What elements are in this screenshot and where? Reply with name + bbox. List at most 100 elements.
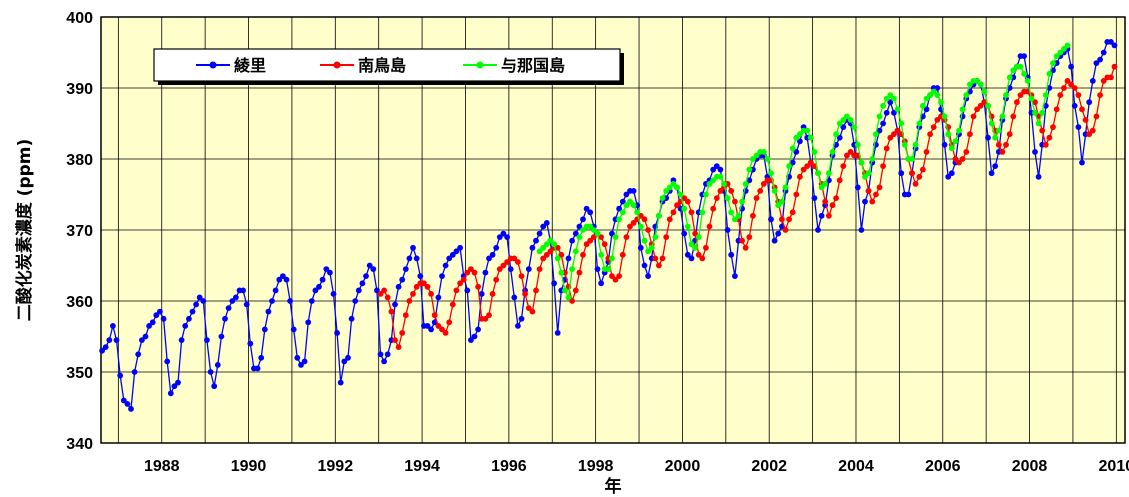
data-point-ryori	[637, 244, 644, 251]
data-point-ryori	[797, 138, 803, 145]
data-point-minamitorishima	[1079, 106, 1085, 113]
data-point-minamitorishima	[692, 230, 698, 237]
data-point-ryori	[117, 372, 124, 379]
data-point-minamitorishima	[453, 287, 460, 294]
data-point-yonagunijima	[1061, 46, 1067, 52]
data-point-ryori	[341, 358, 348, 365]
data-point-ryori	[1086, 99, 1093, 106]
data-point-minamitorishima	[384, 294, 391, 301]
data-point-yonagunijima	[876, 113, 883, 120]
data-point-ryori	[334, 330, 340, 336]
data-point-ryori	[243, 301, 250, 308]
data-point-ryori	[254, 365, 261, 372]
data-point-yonagunijima	[807, 134, 814, 141]
data-point-ryori	[768, 216, 774, 223]
data-point-ryori	[301, 358, 308, 365]
data-point-minamitorishima	[807, 159, 814, 166]
data-point-yonagunijima	[648, 244, 655, 251]
data-point-ryori	[381, 358, 387, 365]
data-point-yonagunijima	[851, 124, 858, 130]
data-point-yonagunijima	[569, 266, 575, 272]
data-point-ryori	[439, 273, 445, 279]
data-point-yonagunijima	[858, 159, 865, 166]
data-point-ryori	[572, 230, 579, 237]
data-point-minamitorishima	[717, 188, 724, 194]
data-point-ryori	[985, 134, 991, 141]
data-point-yonagunijima	[768, 170, 774, 177]
data-point-minamitorishima	[500, 262, 507, 269]
data-point-ryori	[294, 354, 301, 361]
data-point-ryori	[713, 163, 720, 170]
data-point-minamitorishima	[504, 259, 510, 265]
data-point-ryori	[811, 195, 818, 202]
data-point-ryori	[113, 337, 120, 343]
data-point-yonagunijima	[880, 102, 886, 109]
data-point-minamitorishima	[399, 330, 406, 336]
data-point-ryori	[486, 255, 492, 262]
data-point-ryori	[374, 287, 380, 294]
x-axis-ticks: 1988 1990 1992 1994 1996 1998 2000 2002 2004 2006…	[144, 458, 1129, 475]
data-point-yonagunijima	[826, 170, 832, 177]
legend: 綾里 南鳥島 与那国島	[153, 48, 624, 85]
data-point-yonagunijima	[1024, 78, 1031, 84]
data-point-yonagunijima	[750, 156, 756, 162]
data-point-minamitorishima	[804, 163, 811, 170]
data-point-minamitorishima	[518, 273, 525, 279]
data-point-ryori	[395, 283, 402, 290]
data-point-ryori	[789, 159, 796, 166]
x-tick-label: 2006	[925, 458, 961, 475]
x-tick-label: 2002	[751, 458, 787, 475]
data-point-minamitorishima	[688, 209, 695, 216]
data-point-yonagunijima	[746, 166, 753, 173]
data-point-ryori	[862, 198, 868, 205]
data-point-yonagunijima	[699, 209, 706, 216]
data-point-minamitorishima	[934, 117, 941, 123]
data-point-ryori	[594, 266, 601, 272]
data-point-ryori	[732, 273, 738, 279]
data-point-yonagunijima	[934, 92, 941, 98]
x-tick-label: 2004	[838, 458, 874, 475]
data-point-minamitorishima	[457, 280, 463, 287]
data-point-yonagunijima	[869, 156, 876, 162]
data-point-ryori	[482, 269, 489, 276]
data-point-minamitorishima	[612, 276, 619, 283]
data-point-minamitorishima	[1100, 78, 1107, 84]
data-point-yonagunijima	[572, 248, 579, 255]
data-point-ryori	[207, 369, 214, 375]
data-point-ryori	[305, 319, 312, 326]
data-point-minamitorishima	[995, 141, 1002, 148]
data-point-ryori	[471, 333, 478, 340]
data-point-ryori	[1111, 42, 1118, 49]
data-point-yonagunijima	[609, 255, 615, 262]
data-point-ryori	[283, 276, 290, 283]
data-point-ryori	[435, 294, 442, 301]
data-point-ryori	[175, 379, 181, 386]
data-point-yonagunijima	[717, 173, 724, 180]
plot-frame	[100, 16, 1126, 444]
data-point-minamitorishima	[525, 305, 532, 311]
data-point-yonagunijima	[985, 102, 991, 109]
data-point-minamitorishima	[424, 283, 431, 290]
data-point-minamitorishima	[410, 291, 416, 297]
series-minamitorishima	[377, 63, 1118, 350]
data-point-minamitorishima	[616, 273, 622, 279]
legend-swatch-marker	[209, 61, 217, 69]
data-point-ryori	[493, 244, 500, 251]
data-point-minamitorishima	[576, 269, 583, 276]
data-point-ryori	[876, 127, 883, 134]
data-point-ryori	[446, 255, 453, 262]
data-point-yonagunijima	[706, 181, 713, 187]
data-point-minamitorishima	[894, 127, 901, 134]
data-point-minamitorishima	[684, 198, 691, 205]
data-point-minamitorishima	[847, 149, 854, 155]
data-point-yonagunijima	[590, 227, 597, 233]
data-point-ryori	[464, 287, 471, 294]
data-point-minamitorishima	[442, 330, 449, 336]
data-point-yonagunijima	[836, 120, 843, 127]
data-point-minamitorishima	[652, 255, 659, 262]
data-point-yonagunijima	[883, 95, 890, 102]
data-point-ryori	[182, 323, 189, 329]
data-point-yonagunijima	[656, 212, 662, 219]
data-point-yonagunijima	[1006, 74, 1013, 81]
data-point-yonagunijima	[677, 191, 684, 198]
